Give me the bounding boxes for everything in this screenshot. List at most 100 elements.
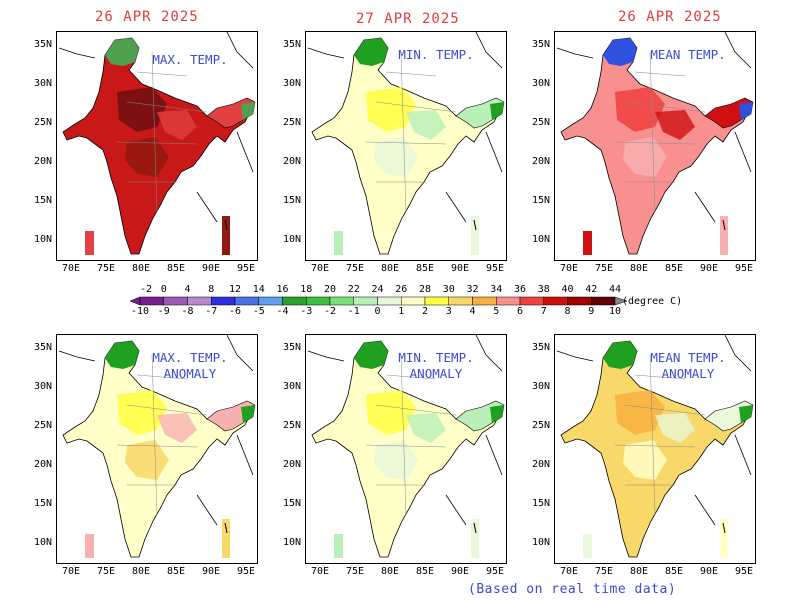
india-map bbox=[556, 335, 754, 558]
map-label-3: MEAN TEMP. bbox=[628, 47, 748, 63]
lat-tick-label: 15N bbox=[282, 195, 301, 206]
colorbar-swatch bbox=[139, 296, 164, 306]
colorbar-bottom-label: -10 bbox=[130, 306, 150, 317]
lat-tick-label: 15N bbox=[282, 498, 301, 509]
colorbar-top-label: 42 bbox=[585, 284, 598, 295]
map-label-line1: MAX. TEMP. bbox=[152, 350, 228, 365]
lat-tick-label: 20N bbox=[531, 156, 550, 167]
lon-tick-label: 90E bbox=[450, 566, 470, 577]
colorbar-swatch bbox=[424, 296, 449, 306]
panel-1-date: 26 APR 2025 bbox=[95, 9, 199, 25]
colorbar-top-label: 44 bbox=[608, 284, 622, 295]
map-label-1: MAX. TEMP. bbox=[130, 52, 250, 68]
lon-tick-label: 80E bbox=[629, 263, 649, 274]
colorbar-bottom-label: 9 bbox=[588, 306, 595, 317]
map-label-2: MIN. TEMP. bbox=[376, 47, 496, 63]
colorbar-swatch bbox=[353, 296, 378, 306]
map-label-5: MIN. TEMP. ANOMALY bbox=[376, 350, 496, 382]
india-map bbox=[58, 335, 256, 558]
colorbar-swatch bbox=[472, 296, 497, 306]
colorbar-top-label: 32 bbox=[466, 284, 479, 295]
colorbar-top-label: 24 bbox=[371, 284, 384, 295]
colorbar: -2 0 4 8 12 14 16 18 20 22 24 26 28 30 32 34 36 38 40 42 44-… bbox=[0, 280, 800, 320]
colorbar-bottom-label: -5 bbox=[252, 306, 265, 317]
lon-tick-label: 95E bbox=[734, 263, 754, 274]
colorbar-swatch bbox=[496, 296, 521, 306]
lon-tick-label: 70E bbox=[559, 263, 579, 274]
lon-tick-label: 95E bbox=[236, 263, 256, 274]
lat-tick-label: 25N bbox=[282, 117, 301, 128]
lat-tick-label: 25N bbox=[531, 420, 550, 431]
lat-tick-label: 30N bbox=[33, 78, 52, 89]
colorbar-swatch bbox=[282, 296, 307, 306]
panel-2-date: 27 APR 2025 bbox=[356, 11, 460, 27]
colorbar-unit: (degree C) bbox=[622, 296, 683, 307]
lon-tick-label: 70E bbox=[310, 566, 330, 577]
lon-tick-label: 80E bbox=[131, 566, 151, 577]
lat-tick-label: 20N bbox=[282, 156, 301, 167]
india-map bbox=[307, 335, 505, 558]
colorbar-bottom-label: 5 bbox=[493, 306, 500, 317]
colorbar-swatch bbox=[401, 296, 426, 306]
lon-tick-label: 90E bbox=[699, 566, 719, 577]
lon-tick-label: 85E bbox=[664, 263, 684, 274]
colorbar-top-label: 14 bbox=[252, 284, 265, 295]
colorbar-bottom-label: -7 bbox=[205, 306, 218, 317]
colorbar-top-label: 4 bbox=[184, 284, 191, 295]
india-map bbox=[58, 32, 256, 255]
map-label-line1: MIN. TEMP. bbox=[398, 47, 474, 62]
lon-tick-label: 95E bbox=[485, 566, 505, 577]
colorbar-swatch bbox=[187, 296, 212, 306]
lat-tick-label: 35N bbox=[33, 39, 52, 50]
lon-tick-label: 75E bbox=[96, 566, 116, 577]
colorbar-top-label: 8 bbox=[208, 284, 215, 295]
colorbar-bottom-label: -6 bbox=[228, 306, 242, 317]
lon-tick-label: 85E bbox=[415, 566, 435, 577]
colorbar-swatch bbox=[519, 296, 544, 306]
lon-tick-label: 85E bbox=[664, 566, 684, 577]
footnote: (Based on real time data) bbox=[468, 582, 677, 597]
colorbar-top-label: 28 bbox=[418, 284, 432, 295]
lon-tick-label: 85E bbox=[166, 566, 186, 577]
lon-tick-label: 70E bbox=[559, 566, 579, 577]
lon-tick-label: 80E bbox=[380, 263, 400, 274]
map-label-6: MEAN TEMP. ANOMALY bbox=[628, 350, 748, 382]
lon-tick-label: 70E bbox=[61, 263, 81, 274]
lon-tick-label: 70E bbox=[310, 263, 330, 274]
lat-tick-label: 35N bbox=[531, 342, 550, 353]
lat-tick-label: 10N bbox=[33, 537, 52, 548]
lon-tick-label: 95E bbox=[236, 566, 256, 577]
india-map bbox=[307, 32, 505, 255]
colorbar-top-label: 38 bbox=[537, 284, 550, 295]
lat-tick-label: 25N bbox=[33, 420, 52, 431]
lat-tick-label: 30N bbox=[33, 381, 52, 392]
lat-tick-label: 15N bbox=[531, 498, 550, 509]
lat-tick-label: 25N bbox=[531, 117, 550, 128]
lon-tick-label: 90E bbox=[450, 263, 470, 274]
lat-tick-label: 20N bbox=[33, 459, 52, 470]
lon-tick-label: 80E bbox=[380, 566, 400, 577]
colorbar-swatch bbox=[448, 296, 473, 306]
lat-tick-label: 10N bbox=[531, 537, 550, 548]
map-panel-2 bbox=[305, 31, 507, 261]
lat-tick-label: 10N bbox=[531, 234, 550, 245]
lat-tick-label: 15N bbox=[33, 195, 52, 206]
lon-tick-label: 80E bbox=[131, 263, 151, 274]
lon-tick-label: 90E bbox=[201, 566, 221, 577]
colorbar-bottom-label: 4 bbox=[469, 306, 476, 317]
colorbar-top-label: 26 bbox=[395, 284, 408, 295]
map-label-line1: MAX. TEMP. bbox=[152, 52, 228, 67]
lat-tick-label: 35N bbox=[33, 342, 52, 353]
lon-tick-label: 75E bbox=[345, 263, 365, 274]
india-map bbox=[556, 32, 754, 255]
colorbar-top-label: 36 bbox=[513, 284, 527, 295]
colorbar-bottom-label: -9 bbox=[157, 306, 170, 317]
lat-tick-label: 10N bbox=[282, 234, 301, 245]
lat-tick-label: 30N bbox=[531, 78, 550, 89]
colorbar-swatch bbox=[567, 296, 592, 306]
lon-tick-label: 90E bbox=[699, 263, 719, 274]
map-label-line2: ANOMALY bbox=[661, 366, 715, 381]
map-panel-1 bbox=[56, 31, 258, 261]
colorbar-swatch bbox=[329, 296, 354, 306]
map-panel-6 bbox=[554, 334, 756, 564]
